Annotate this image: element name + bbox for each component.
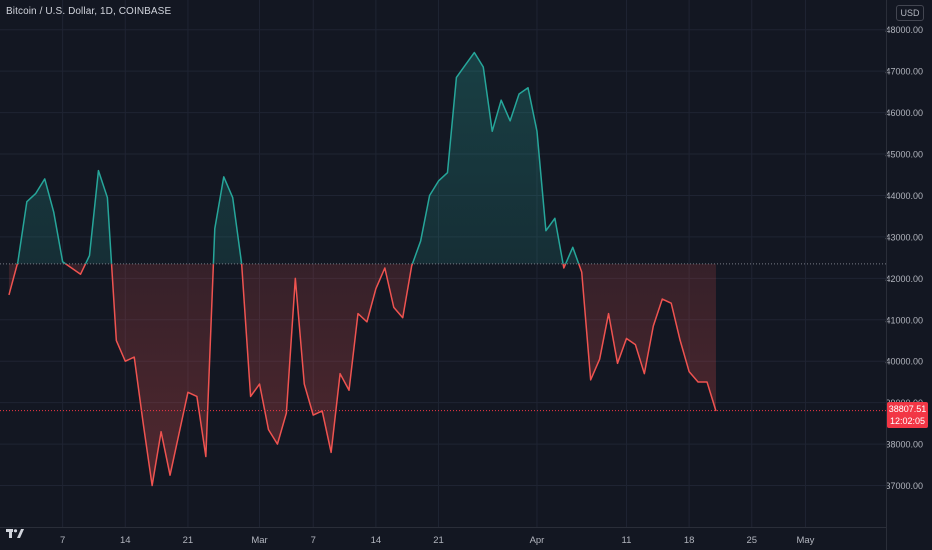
x-tick-label: 14 [120, 535, 131, 546]
area-fill-below-baseline [8, 263, 716, 486]
bar-countdown: 12:02:05 [889, 416, 926, 426]
last-price-value: 38807.51 [888, 404, 927, 414]
y-tick-label: 42000.00 [885, 274, 923, 284]
area-fill-above-baseline [17, 52, 579, 264]
y-tick-label: 45000.00 [885, 150, 923, 160]
x-tick-label: 25 [746, 535, 757, 546]
currency-button[interactable]: USD [896, 5, 924, 21]
y-tick-label: 48000.00 [885, 25, 923, 35]
y-tick-label: 44000.00 [885, 191, 923, 201]
y-tick-label: 37000.00 [885, 481, 923, 491]
x-tick-label: Apr [530, 535, 545, 546]
series-line-below-baseline [8, 263, 717, 487]
x-tick-label: 21 [183, 535, 194, 546]
tradingview-logo-icon [6, 528, 24, 540]
x-tick-label: 11 [622, 535, 632, 546]
y-tick-label: 47000.00 [885, 67, 923, 77]
last-price-tag: 38807.51 12:02:05 [887, 402, 928, 428]
y-tick-label: 41000.00 [885, 315, 923, 325]
x-tick-label: 14 [371, 535, 382, 546]
y-tick-label: 40000.00 [885, 357, 923, 367]
x-tick-label: Mar [251, 535, 267, 546]
series-group [8, 51, 717, 487]
y-tick-label: 38000.00 [885, 440, 923, 450]
x-tick-label: 7 [60, 535, 65, 546]
y-tick-label: 43000.00 [885, 232, 923, 242]
symbol-title: Bitcoin / U.S. Dollar, 1D, COINBASE [6, 6, 172, 17]
x-tick-label: 21 [433, 535, 444, 546]
x-tick-label: May [796, 535, 814, 546]
x-tick-label: 7 [311, 535, 316, 546]
y-tick-label: 46000.00 [885, 108, 923, 118]
x-tick-label: 18 [684, 535, 695, 546]
